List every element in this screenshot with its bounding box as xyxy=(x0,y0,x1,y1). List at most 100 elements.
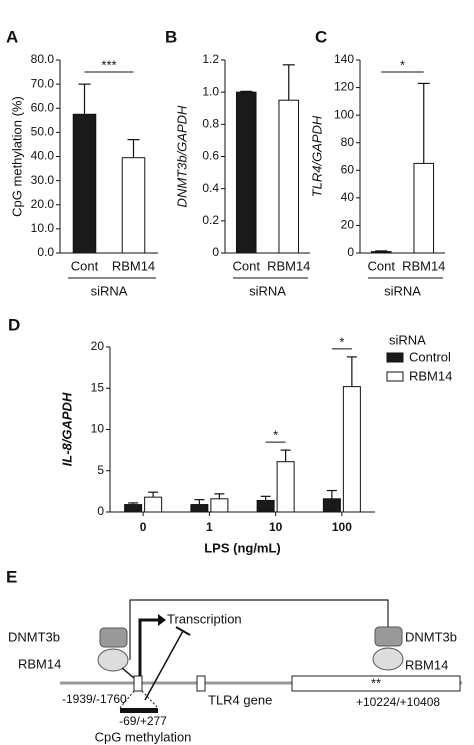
x-axis-label: LPS (ng/mL) xyxy=(204,540,281,555)
panel-label: C xyxy=(315,27,327,46)
x-tick-label: RBM14 xyxy=(402,258,445,273)
y-tick-label: 40.0 xyxy=(31,149,55,163)
y-tick-label: 20 xyxy=(91,339,105,353)
intron-box xyxy=(291,675,461,692)
y-tick-label: 20.0 xyxy=(31,197,55,211)
cpg-bar xyxy=(120,708,158,713)
bar xyxy=(276,461,295,513)
region-label: +10224/+10408 xyxy=(356,695,440,709)
x-tick-label: 10 xyxy=(269,520,283,534)
y-tick-label: 15 xyxy=(91,380,105,394)
panel-label: D xyxy=(8,315,20,334)
x-tick-label: 1 xyxy=(206,520,213,534)
region-label: -69/+277 xyxy=(119,714,167,728)
gene-mark: ** xyxy=(371,675,381,690)
legend-swatch xyxy=(386,352,404,363)
y-tick-label: 10.0 xyxy=(31,221,55,235)
bar xyxy=(121,157,146,254)
y-tick-label: 0.0 xyxy=(37,245,54,259)
rbm14-left xyxy=(97,648,129,672)
x-tick-label: RBM14 xyxy=(267,258,310,273)
y-tick-label: 40 xyxy=(341,190,355,204)
group-label: siRNA xyxy=(384,283,421,298)
panel-label: E xyxy=(6,567,17,586)
y-tick-label: 60 xyxy=(341,162,355,176)
x-tick-label: 100 xyxy=(332,520,352,534)
y-tick-label: 120 xyxy=(334,80,354,94)
y-tick-label: 70.0 xyxy=(31,76,55,90)
significance-label: * xyxy=(273,428,278,443)
gene-label: TLR4 gene xyxy=(208,692,272,707)
legend-label: RBM14 xyxy=(409,368,452,383)
significance-label: *** xyxy=(101,57,116,72)
y-tick-label: 0.2 xyxy=(202,213,219,227)
y-tick-label: 80 xyxy=(341,135,355,149)
y-axis-label: DNMT3b/GAPDH xyxy=(174,105,189,207)
y-tick-label: 0.6 xyxy=(202,149,219,163)
x-tick-label: RBM14 xyxy=(112,258,155,273)
x-tick-label: Cont xyxy=(233,258,261,273)
x-tick-label: 0 xyxy=(140,520,147,534)
x-tick-label: Cont xyxy=(71,258,99,273)
bar xyxy=(235,91,257,254)
panel-e: E ** DNMT3b RBM14 -1939/-1760 Transcript… xyxy=(6,567,462,744)
panel-label: B xyxy=(165,27,177,46)
bar xyxy=(370,251,392,254)
bar xyxy=(124,504,143,513)
zoom-line xyxy=(141,690,159,709)
y-tick-label: 10 xyxy=(91,422,105,436)
binding-arrow xyxy=(121,667,135,679)
y-tick-label: 20 xyxy=(341,218,355,232)
significance-label: * xyxy=(339,334,344,349)
cpg-label: CpG methylation xyxy=(95,729,192,744)
inhibition-line xyxy=(144,630,184,701)
protein-label: DNMT3b xyxy=(8,629,60,644)
transcription-arrow xyxy=(138,618,158,676)
protein-label: RBM14 xyxy=(18,656,61,671)
y-tick-label: 0.8 xyxy=(202,117,219,131)
bar xyxy=(190,504,209,513)
y-tick-label: 50.0 xyxy=(31,125,55,139)
significance-label: * xyxy=(400,57,405,72)
arrow-head xyxy=(158,614,166,626)
bar xyxy=(342,386,361,513)
legend-swatch xyxy=(386,371,404,382)
protein-label: RBM14 xyxy=(405,657,448,672)
promoter-box xyxy=(133,675,143,692)
transcription-label: Transcription xyxy=(167,611,242,626)
dnmt3b-left xyxy=(99,627,128,648)
exon-box xyxy=(196,675,206,692)
y-tick-label: 0 xyxy=(212,245,219,259)
group-label: siRNA xyxy=(91,283,128,298)
y-axis-label: TLR4/GAPDH xyxy=(309,115,324,197)
protein-label: DNMT3b xyxy=(405,629,457,644)
y-tick-label: 5 xyxy=(97,463,104,477)
y-tick-label: 100 xyxy=(334,107,354,121)
y-tick-label: 80.0 xyxy=(31,52,55,66)
y-tick-label: 1.0 xyxy=(202,84,219,98)
group-label: siRNA xyxy=(249,283,286,298)
y-tick-label: 0 xyxy=(347,245,354,259)
y-tick-label: 0 xyxy=(97,504,104,518)
bar xyxy=(322,498,341,513)
bar xyxy=(278,99,300,254)
dnmt3b-right xyxy=(374,626,403,647)
region-label: -1939/-1760 xyxy=(62,692,127,706)
panel-label: A xyxy=(6,27,18,46)
y-tick-label: 60.0 xyxy=(31,100,55,114)
y-axis-label: IL-8/GAPDH xyxy=(59,392,74,466)
y-tick-label: 1.2 xyxy=(202,52,219,66)
bar xyxy=(144,496,163,513)
y-tick-label: 0.4 xyxy=(202,181,219,195)
bar xyxy=(256,499,275,513)
y-axis-label: CpG methylation (%) xyxy=(9,96,24,217)
legend-label: Control xyxy=(409,349,451,364)
y-tick-label: 30.0 xyxy=(31,173,55,187)
loop-line xyxy=(129,599,389,660)
inhibition-bar xyxy=(175,626,191,636)
bar xyxy=(413,162,435,254)
x-tick-label: Cont xyxy=(368,258,396,273)
rbm14-right xyxy=(372,647,404,671)
bar xyxy=(210,498,229,513)
